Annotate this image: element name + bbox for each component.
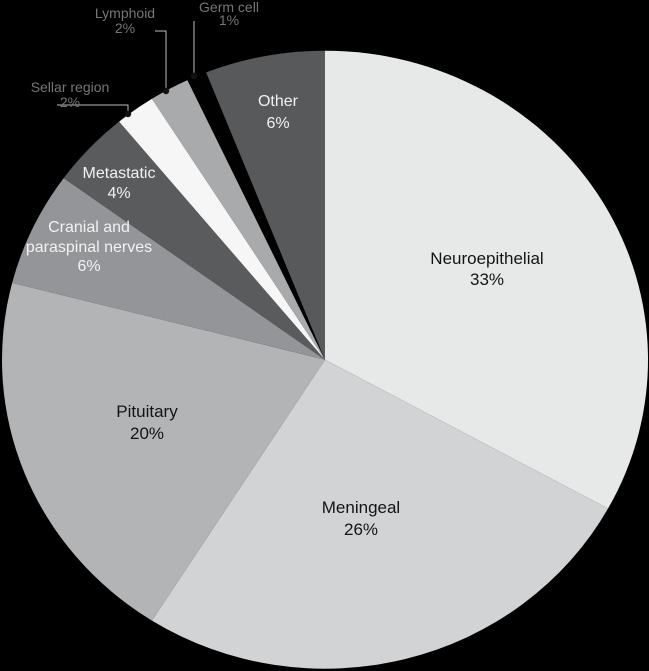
svg-text:Meningeal: Meningeal xyxy=(322,498,400,517)
svg-text:Sellar region: Sellar region xyxy=(31,79,110,95)
svg-text:2%: 2% xyxy=(60,94,80,110)
svg-text:2%: 2% xyxy=(115,20,135,36)
svg-text:Cranial and: Cranial and xyxy=(48,219,130,236)
svg-text:26%: 26% xyxy=(344,520,378,539)
svg-text:Lymphoid: Lymphoid xyxy=(95,5,155,21)
svg-text:20%: 20% xyxy=(130,424,164,443)
svg-text:Neuroepithelial: Neuroepithelial xyxy=(430,249,543,268)
svg-text:Pituitary: Pituitary xyxy=(116,402,178,421)
svg-text:6%: 6% xyxy=(266,115,289,132)
svg-text:paraspinal nerves: paraspinal nerves xyxy=(26,239,152,256)
svg-text:1%: 1% xyxy=(219,12,239,28)
svg-text:33%: 33% xyxy=(470,270,504,289)
svg-text:Metastatic: Metastatic xyxy=(83,165,156,182)
svg-text:Other: Other xyxy=(258,93,299,110)
svg-text:6%: 6% xyxy=(77,258,100,275)
svg-text:4%: 4% xyxy=(107,185,130,202)
